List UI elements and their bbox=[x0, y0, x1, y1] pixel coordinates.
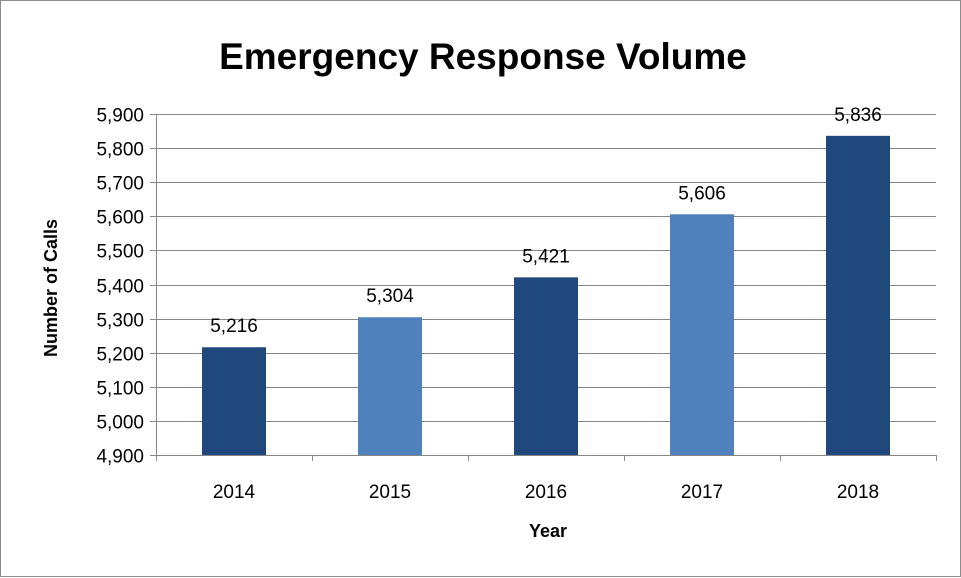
y-tick-label: 5,300 bbox=[96, 311, 144, 332]
y-tick-label: 4,900 bbox=[96, 447, 144, 468]
data-label: 5,836 bbox=[834, 105, 882, 126]
bar bbox=[826, 135, 890, 455]
y-tick-label: 5,400 bbox=[96, 277, 144, 298]
y-tick-label: 5,200 bbox=[96, 345, 144, 366]
x-tick-label: 2017 bbox=[681, 482, 723, 503]
bar bbox=[514, 277, 578, 455]
bar bbox=[670, 214, 734, 455]
y-tick-label: 5,900 bbox=[96, 106, 144, 127]
x-tick-label: 2015 bbox=[369, 482, 411, 503]
data-label: 5,304 bbox=[366, 286, 414, 307]
y-axis-ticks: 4,900 5,000 5,100 5,200 5,300 5,400 5,500 5,600… bbox=[96, 106, 144, 468]
data-label: 5,606 bbox=[678, 183, 726, 204]
y-tick-label: 5,000 bbox=[96, 413, 144, 434]
chart-title: Emergency Response Volume bbox=[219, 36, 747, 77]
bar bbox=[202, 347, 266, 455]
y-tick-label: 5,500 bbox=[96, 242, 144, 263]
y-tick-label: 5,800 bbox=[96, 140, 144, 161]
data-labels: 5,216 5,304 5,421 5,606 5,836 bbox=[210, 105, 882, 337]
y-tick-label: 5,700 bbox=[96, 174, 144, 195]
data-label: 5,421 bbox=[522, 246, 570, 267]
data-label: 5,216 bbox=[210, 316, 258, 337]
x-axis-ticks: 2014 2015 2016 2017 2018 bbox=[213, 482, 879, 503]
y-tick-label: 5,600 bbox=[96, 208, 144, 229]
y-tick-label: 5,100 bbox=[96, 379, 144, 400]
y-axis-title: Number of Calls bbox=[41, 219, 61, 357]
bars bbox=[202, 135, 890, 455]
x-axis-title: Year bbox=[529, 521, 567, 541]
x-tick-label: 2014 bbox=[213, 482, 256, 503]
x-tick-label: 2016 bbox=[525, 482, 567, 503]
bar bbox=[358, 317, 422, 455]
x-tick-label: 2018 bbox=[837, 482, 879, 503]
